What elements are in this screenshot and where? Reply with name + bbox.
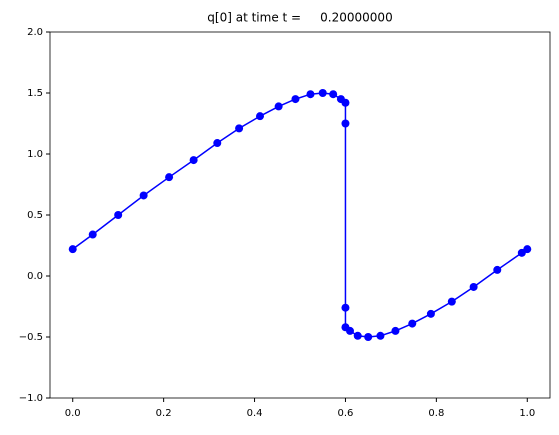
marker (68, 245, 77, 254)
x-tick-label: 0.8 (428, 408, 444, 419)
marker (329, 90, 338, 99)
marker (306, 90, 315, 99)
x-tick-label: 0.6 (338, 408, 354, 419)
marker (523, 245, 532, 254)
marker (364, 333, 373, 341)
marker (391, 326, 400, 335)
line (72, 92, 528, 338)
marker (165, 173, 174, 182)
y-tick-label: 0.5 (27, 210, 43, 221)
x-tick-label: 0.0 (65, 408, 81, 419)
marker (114, 211, 123, 219)
marker (213, 139, 222, 148)
marker (341, 98, 350, 107)
marker (88, 230, 97, 239)
marker (353, 331, 362, 340)
x-tick-label: 0.4 (247, 408, 263, 419)
chart-title: q[0] at time t = 0.20000000 (207, 11, 392, 25)
marker (274, 102, 283, 111)
y-tick-label: −0.5 (19, 332, 43, 343)
x-tick-label: 1.0 (519, 408, 535, 419)
marker (318, 89, 327, 97)
y-tick-label: −1.0 (19, 393, 43, 404)
y-tick-label: 2.0 (27, 27, 43, 38)
plot-frame (49, 31, 551, 399)
marker (291, 95, 300, 104)
marker (346, 326, 354, 335)
y-tick-label: 0.0 (27, 271, 43, 282)
marker (376, 331, 385, 340)
marker (139, 191, 148, 200)
marker (341, 119, 350, 128)
marker (256, 112, 264, 121)
marker (341, 303, 350, 312)
marker (189, 156, 198, 165)
x-tick-label: 0.2 (156, 408, 172, 419)
marker (408, 319, 417, 328)
y-tick-label: 1.5 (27, 88, 43, 99)
marker (235, 124, 244, 133)
marker (426, 309, 435, 318)
marker (469, 282, 478, 291)
marker (493, 265, 502, 274)
y-tick-label: 1.0 (27, 149, 43, 160)
marker (447, 297, 456, 306)
